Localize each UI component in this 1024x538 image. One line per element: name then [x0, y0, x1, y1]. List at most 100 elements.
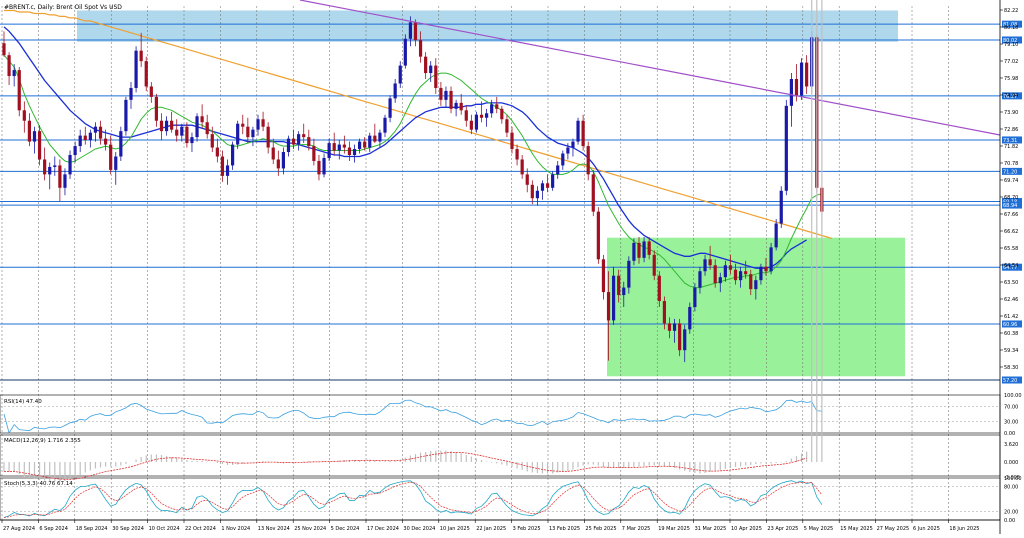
candle-body [286, 138, 291, 153]
candle [317, 155, 321, 181]
candle-body [545, 183, 550, 188]
candle [281, 147, 285, 175]
time-tick-label: 10 Jan 2025 [440, 526, 470, 532]
candle [119, 126, 123, 161]
candle-body [43, 159, 47, 175]
time-tick-label: 18 Sep 2024 [76, 526, 108, 532]
candle [286, 135, 291, 157]
candle [134, 46, 138, 93]
candle [12, 64, 16, 87]
macd-tick-label: -3.005 [1004, 475, 1020, 481]
candle [612, 266, 616, 325]
candle [124, 96, 128, 136]
candle [667, 317, 672, 339]
candle-body [159, 120, 164, 132]
level-price-tag-bg [1002, 263, 1022, 271]
candle-body [327, 143, 331, 158]
candle-body [434, 65, 438, 88]
candle-body [317, 160, 321, 175]
candle [149, 81, 153, 103]
candle [78, 129, 82, 153]
candle [485, 108, 489, 127]
candle [713, 259, 717, 288]
candle-body [622, 287, 626, 296]
candle [297, 131, 301, 151]
level-price-tag: 68.94 [1002, 201, 1022, 209]
candle-body [612, 275, 616, 321]
candle-body [464, 110, 468, 121]
candle-body [124, 99, 128, 132]
candle [347, 141, 352, 161]
candle [683, 324, 687, 363]
time-tick-label: 7 Mar 2025 [622, 526, 651, 532]
candle [479, 101, 484, 123]
candle [799, 58, 804, 100]
candle-body [606, 292, 611, 321]
candle [58, 159, 62, 202]
candle [657, 271, 661, 307]
time-tick-label: 17 Dec 2024 [367, 526, 399, 532]
candle [774, 219, 778, 251]
candle [266, 122, 270, 154]
candle-body [149, 86, 153, 97]
candle-body [154, 96, 158, 121]
candle-body [114, 156, 118, 170]
time-tick-label: 6 Jun 2025 [913, 526, 940, 532]
time-tick-label: 13 Nov 2024 [258, 526, 290, 532]
candle-body [764, 266, 768, 272]
level-price-label: 71.20 [1003, 169, 1017, 175]
candle-body [393, 83, 397, 99]
price-tick-label: 73.90 [1004, 110, 1018, 116]
candle [256, 114, 260, 136]
chart-title: #BRENT.c, Daily: Brent Oil Spot Vs USD [4, 4, 122, 11]
candle [652, 250, 656, 281]
candle [251, 126, 255, 147]
candle [622, 281, 626, 307]
candle [144, 56, 148, 91]
candle-body [698, 271, 702, 288]
candle [210, 126, 214, 153]
rsi-tick-label: 30.00 [1004, 420, 1018, 426]
candle-body [261, 119, 265, 127]
candle-body [418, 40, 423, 57]
candle [139, 32, 143, 68]
candle-body [596, 211, 600, 260]
level-price-tag: 64.77 [1002, 263, 1022, 271]
candle [647, 236, 651, 260]
candle-body [256, 119, 260, 130]
candle [32, 126, 37, 154]
candle-body [429, 65, 433, 74]
candle-body [297, 134, 301, 145]
candle-body [540, 183, 545, 191]
candle-body [231, 144, 235, 166]
candle-body [48, 166, 52, 175]
candle-body [551, 174, 555, 188]
candle [545, 174, 550, 193]
candle [581, 114, 585, 151]
candle-body [759, 266, 763, 281]
price-tick-label: 69.74 [1004, 178, 1018, 184]
candle [606, 271, 611, 361]
trendline [299, 0, 1001, 136]
candle-body [733, 269, 738, 281]
candle [530, 180, 534, 205]
candle-body [424, 56, 428, 74]
candle-body [632, 242, 636, 261]
macd-tick-label: 3.620 [1004, 442, 1018, 448]
candle [678, 318, 682, 357]
candle-body [510, 132, 514, 150]
candle [764, 257, 768, 276]
level-price-tag-bg [1002, 320, 1022, 328]
candle-body [185, 126, 189, 144]
support-zone [607, 237, 905, 377]
candle [779, 186, 783, 229]
candle-body [58, 165, 62, 188]
rsi-line [3, 399, 822, 435]
candle-body [37, 131, 42, 160]
candle [159, 113, 164, 141]
time-tick-label: 30 Sep 2024 [112, 526, 144, 532]
candle-body [718, 277, 722, 284]
candle-body [363, 141, 367, 148]
candle-body [617, 275, 621, 296]
